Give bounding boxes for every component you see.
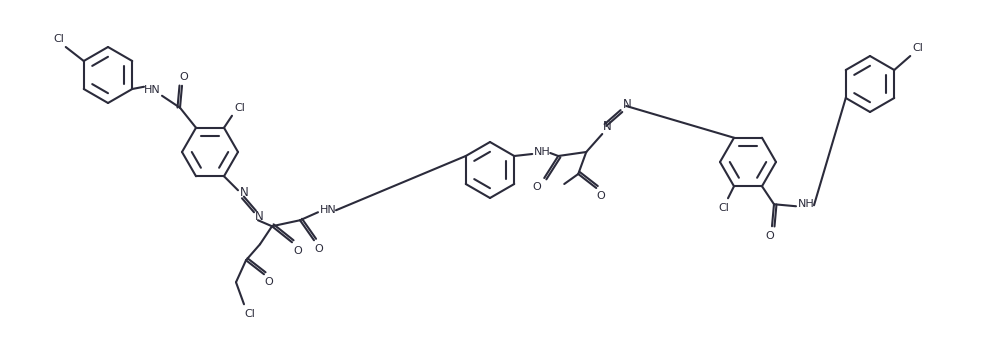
Text: N: N [603,121,612,134]
Text: HN: HN [144,85,160,95]
Text: N: N [623,98,632,111]
Text: Cl: Cl [718,203,729,213]
Text: NH: NH [534,147,551,157]
Text: HN: HN [320,205,337,215]
Text: Cl: Cl [913,43,924,53]
Text: NH: NH [798,199,815,209]
Text: O: O [766,231,774,241]
Text: O: O [315,244,324,254]
Text: O: O [533,182,541,192]
Text: N: N [240,186,248,199]
Text: O: O [293,246,302,256]
Text: N: N [255,210,264,223]
Text: Cl: Cl [234,103,245,113]
Text: O: O [597,191,605,201]
Text: Cl: Cl [53,34,64,44]
Text: O: O [265,277,274,287]
Text: O: O [180,72,188,82]
Text: Cl: Cl [245,309,256,319]
